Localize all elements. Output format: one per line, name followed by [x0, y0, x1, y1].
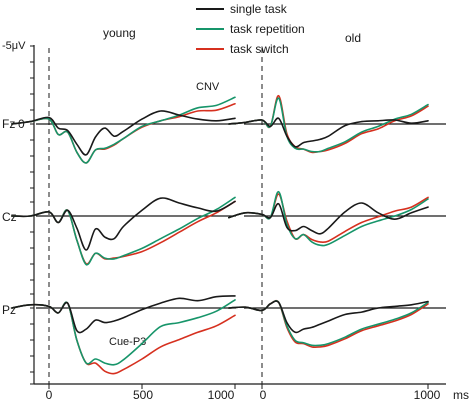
series-line-task-repetition-old-fz — [228, 97, 429, 153]
group-title-old: old — [345, 31, 361, 45]
legend-label-single-task: single task — [230, 2, 288, 16]
x-unit-label: ms — [453, 388, 469, 401]
waveforms — [11, 94, 429, 375]
x-tick-label-young-0: 0 — [46, 388, 53, 401]
annotation-cue-p3: Cue-P3 — [109, 336, 146, 348]
series-line-task-repetition-old-cz — [228, 190, 429, 247]
series-line-single-task-young-fz — [11, 110, 236, 156]
series-line-task-repetition-young-pz — [11, 299, 236, 366]
series-line-task-switch-young-cz — [11, 200, 236, 265]
series-line-task-repetition-young-cz — [11, 196, 236, 266]
legend-label-task-switch: task switch — [230, 42, 289, 56]
series-line-task-switch-young-fz — [11, 103, 236, 164]
series-line-single-task-young-cz — [11, 197, 236, 251]
x-tick-label-old-0: 0 — [260, 388, 267, 401]
y-scale-label: -5μV — [2, 40, 26, 52]
electrode-label-pz: Pz — [2, 303, 16, 317]
axes — [30, 45, 446, 389]
series-line-single-task-young-pz — [11, 295, 236, 334]
electrode-label-cz: Cz — [2, 210, 17, 224]
series-line-single-task-old-cz — [228, 202, 429, 235]
group-title-young: young — [103, 26, 136, 40]
series-line-single-task-old-fz — [228, 117, 429, 148]
x-tick-label-old-1000: 1000 — [414, 388, 441, 401]
series-line-task-repetition-young-fz — [11, 96, 236, 164]
annotation-cnv: CNV — [196, 81, 220, 93]
legend: single task task repetition task switch — [196, 2, 305, 56]
legend-label-task-repetition: task repetition — [230, 22, 305, 36]
x-tick-label-young-500: 500 — [133, 388, 153, 401]
y-zero-label: 0 — [18, 117, 25, 131]
x-tick-label-young-1000: 1000 — [208, 388, 235, 401]
series-line-single-task-old-pz — [228, 300, 429, 334]
electrode-label-fz: Fz — [2, 117, 15, 131]
